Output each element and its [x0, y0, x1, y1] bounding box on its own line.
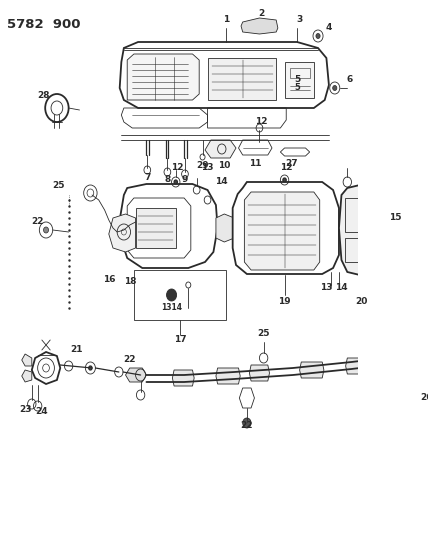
Text: 9: 9 — [182, 175, 188, 184]
Polygon shape — [216, 368, 240, 384]
Text: 18: 18 — [124, 278, 137, 287]
Polygon shape — [346, 358, 370, 374]
Text: 5: 5 — [294, 76, 300, 85]
Text: 3: 3 — [297, 15, 303, 25]
Text: 25: 25 — [52, 181, 65, 190]
Text: 24: 24 — [36, 408, 48, 416]
Text: 5782  900: 5782 900 — [7, 18, 80, 31]
Circle shape — [89, 366, 92, 370]
Text: 22: 22 — [241, 422, 253, 431]
Circle shape — [166, 289, 177, 301]
Text: 15: 15 — [389, 214, 401, 222]
Circle shape — [382, 223, 385, 227]
Polygon shape — [300, 362, 324, 378]
Text: 8: 8 — [164, 175, 170, 184]
Circle shape — [243, 418, 251, 428]
Text: 25: 25 — [257, 329, 270, 338]
Text: 11: 11 — [249, 158, 262, 167]
Text: 14: 14 — [214, 177, 227, 187]
Text: 22: 22 — [123, 356, 136, 365]
Polygon shape — [127, 54, 199, 100]
Text: 20: 20 — [355, 297, 368, 306]
Text: 7: 7 — [144, 174, 151, 182]
Text: 1: 1 — [223, 15, 229, 25]
Circle shape — [283, 178, 286, 182]
Text: 10: 10 — [218, 161, 231, 171]
Polygon shape — [216, 214, 235, 242]
Text: 14: 14 — [335, 284, 348, 293]
Text: 12: 12 — [280, 164, 292, 173]
Polygon shape — [244, 192, 320, 270]
Polygon shape — [241, 18, 278, 34]
Polygon shape — [377, 340, 428, 394]
Polygon shape — [136, 208, 176, 248]
Text: 21: 21 — [71, 345, 83, 354]
Text: 26: 26 — [421, 393, 428, 402]
Polygon shape — [22, 370, 32, 382]
Text: 23: 23 — [19, 406, 31, 415]
Polygon shape — [208, 58, 276, 100]
Polygon shape — [125, 368, 146, 382]
Text: 16: 16 — [103, 276, 115, 285]
Text: 27: 27 — [285, 159, 297, 168]
Polygon shape — [109, 214, 136, 252]
Polygon shape — [250, 365, 270, 381]
Text: 17: 17 — [174, 335, 186, 344]
Circle shape — [333, 85, 337, 91]
Text: 4: 4 — [326, 23, 332, 33]
Circle shape — [174, 180, 178, 184]
Polygon shape — [172, 370, 194, 386]
Text: 22: 22 — [31, 217, 44, 227]
Polygon shape — [121, 184, 217, 268]
Text: 6: 6 — [347, 76, 353, 85]
Text: 13: 13 — [320, 284, 333, 293]
Text: 29: 29 — [196, 160, 209, 169]
Polygon shape — [120, 42, 329, 108]
Text: 1314: 1314 — [161, 303, 182, 312]
Text: 5: 5 — [294, 84, 300, 93]
Polygon shape — [205, 140, 236, 158]
Polygon shape — [339, 185, 378, 275]
Text: 12: 12 — [171, 164, 184, 173]
Polygon shape — [285, 62, 314, 98]
Text: 19: 19 — [278, 297, 291, 306]
Circle shape — [316, 34, 320, 38]
Text: 12: 12 — [255, 117, 268, 126]
Text: 28: 28 — [37, 91, 50, 100]
Circle shape — [44, 227, 48, 233]
Polygon shape — [22, 354, 32, 366]
Text: 2: 2 — [258, 10, 264, 19]
Polygon shape — [32, 352, 60, 384]
Polygon shape — [233, 182, 339, 274]
Text: 13: 13 — [201, 164, 214, 173]
